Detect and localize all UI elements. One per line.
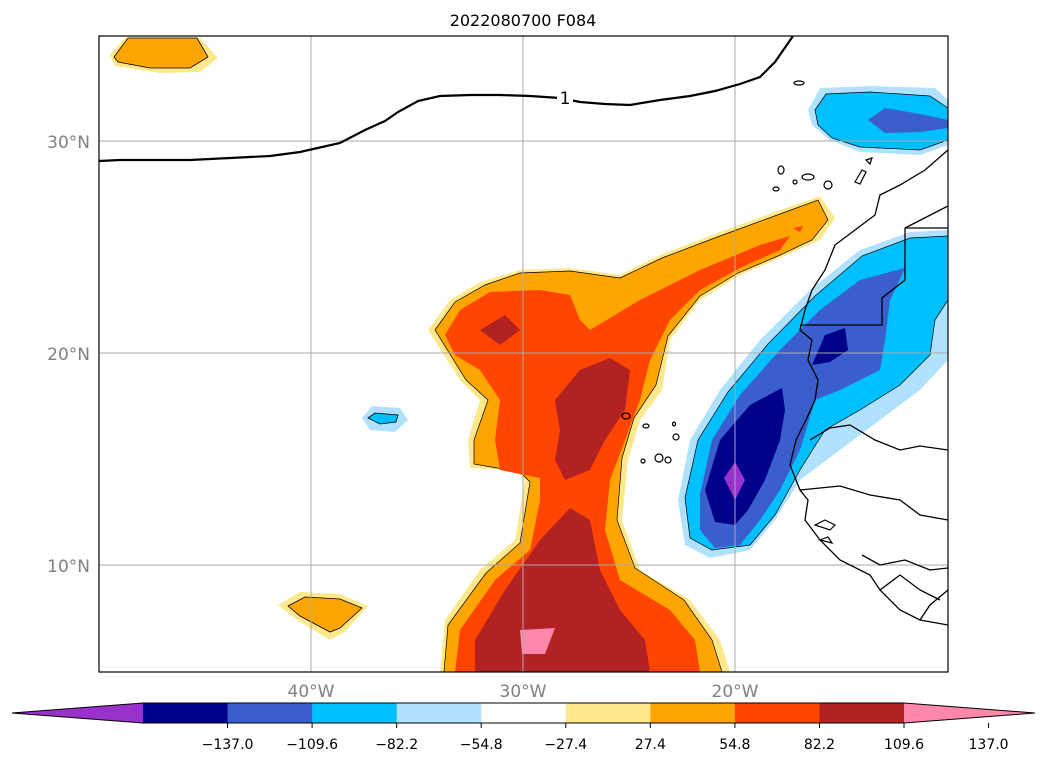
colorbar-segment [819, 703, 905, 723]
colorbar-segment [565, 703, 651, 723]
coastlines [789, 149, 948, 626]
contour-line [99, 36, 794, 163]
islands [621, 80, 873, 544]
colorbar-tick-label: 82.2 [804, 737, 835, 753]
colorbar-extend-low [12, 703, 143, 723]
lon-label-20w: 20°W [712, 682, 759, 702]
colorbar-segment [650, 703, 736, 723]
colorbar-tick-label: −109.6 [286, 737, 338, 753]
colorbar-tick-label: 54.8 [719, 737, 750, 753]
lat-label-30n: 30°N [47, 133, 90, 153]
lat-label-10n: 10°N [47, 557, 90, 577]
colorbar-outline [11, 702, 1036, 724]
map-plot-area: 1 [99, 36, 948, 672]
colorbar-extend-high [904, 703, 1035, 723]
colorbar-tick-label: −82.2 [375, 737, 418, 753]
anomaly-plume-positive [428, 196, 835, 672]
colorbar-tick-label: −27.4 [544, 737, 587, 753]
colorbar-segment [312, 703, 398, 723]
lon-label-40w: 40°W [288, 682, 335, 702]
colorbar-segment [396, 703, 482, 723]
contour-label: 1 [560, 89, 571, 109]
colorbar-tick-label: 137.0 [969, 737, 1009, 753]
colorbar-tick-label: −137.0 [202, 737, 254, 753]
latitude-labels: 30°N 20°N 10°N [47, 133, 90, 577]
map-gridlines [99, 36, 948, 672]
colorbar-tick-label: 27.4 [635, 737, 666, 753]
lat-label-20n: 20°N [47, 345, 90, 365]
colorbar-segment [143, 703, 229, 723]
colorbar: −137.0 −109.6 −82.2 −54.8 −27.4 27.4 54.8 82.2 1… [11, 702, 1036, 753]
figure-title: 2022080700 F084 [450, 11, 597, 30]
map-frame [98, 35, 949, 673]
colorbar-tick-label: −54.8 [460, 737, 503, 753]
colorbar-segment [227, 703, 313, 723]
anomaly-blob-topleft [110, 37, 218, 73]
anomaly-blob-lowerleft [278, 592, 368, 640]
colorbar-tick-label: 109.6 [884, 737, 924, 753]
longitude-labels: 40°W 30°W 20°W [288, 682, 759, 702]
colorbar-segment [481, 703, 567, 723]
colorbar-segment [734, 703, 820, 723]
lon-label-30w: 30°W [500, 682, 547, 702]
anomaly-blob-small-negative [362, 406, 408, 432]
anomaly-blob-topright [808, 86, 948, 155]
